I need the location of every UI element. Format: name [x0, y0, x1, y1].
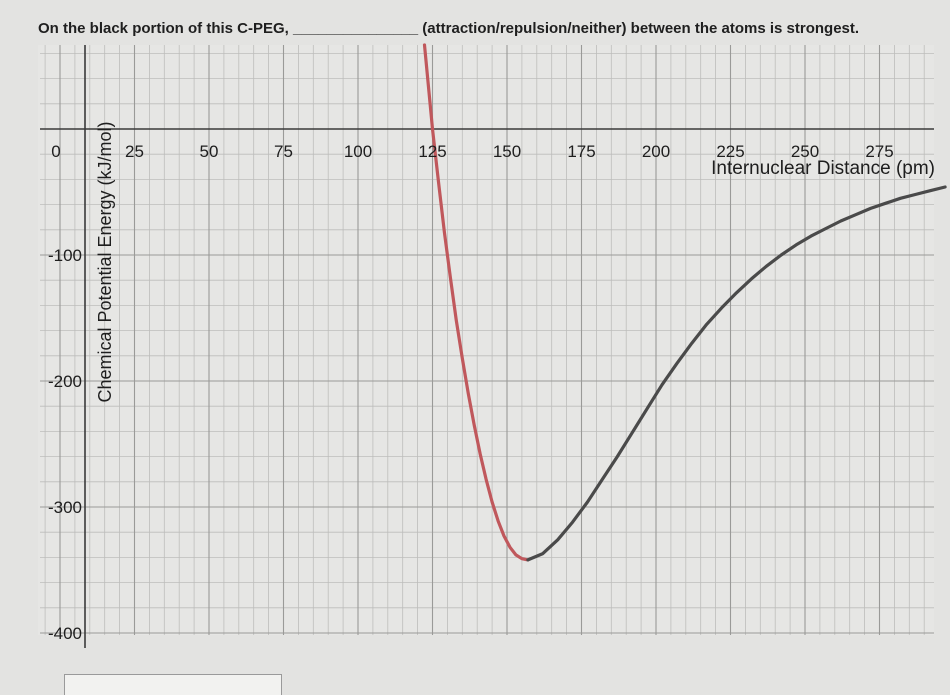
- x-tick-labels: 0 25 50 75 100 125 150 175 200 225 250 275: [51, 142, 893, 161]
- x-tick-label: 75: [274, 142, 293, 161]
- x-tick-label: 50: [200, 142, 219, 161]
- question-text: On the black portion of this C-PEG, ____…: [38, 20, 860, 37]
- x-tick-label: 275: [865, 142, 893, 161]
- x-tick-label: 25: [125, 142, 144, 161]
- curves: [422, 43, 947, 562]
- x-tick-label: 225: [716, 142, 744, 161]
- answer-input[interactable]: [64, 674, 282, 695]
- x-tick-label: 100: [344, 142, 372, 161]
- chart-background: [38, 45, 934, 635]
- x-tick-label: 125: [418, 142, 446, 161]
- x-tick-label: 175: [567, 142, 595, 161]
- y-tick-label: -400: [48, 624, 82, 643]
- y-axis-label: Chemical Potential Energy (kJ/mol): [95, 121, 115, 402]
- x-tick-label: 150: [493, 142, 521, 161]
- series-line-2: [526, 185, 947, 562]
- x-tick-label: 250: [791, 142, 819, 161]
- y-tick-label: -200: [48, 372, 82, 391]
- x-axis-label: Internuclear Distance (pm): [711, 158, 935, 179]
- x-tick-label: 200: [642, 142, 670, 161]
- major-grid: [40, 45, 934, 635]
- series-line-1: [430, 127, 530, 562]
- series-line-1-upper: [422, 43, 435, 131]
- y-tick-labels: -100 -200 -300 -400: [48, 246, 82, 643]
- minor-grid: [40, 45, 934, 635]
- x-tick-label: 0: [51, 142, 60, 161]
- y-tick-label: -300: [48, 498, 82, 517]
- y-tick-label: -100: [48, 246, 82, 265]
